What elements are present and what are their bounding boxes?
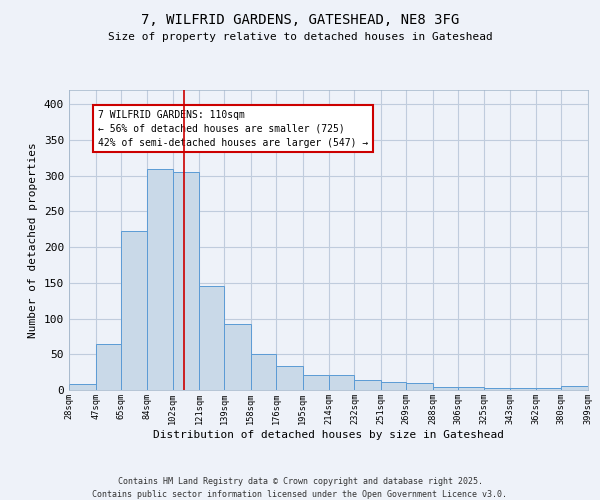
Bar — [562, 386, 588, 390]
Bar — [406, 383, 433, 390]
Bar — [95, 344, 121, 390]
Bar — [148, 168, 173, 390]
Bar — [433, 387, 458, 390]
Text: 7, WILFRID GARDENS, GATESHEAD, NE8 3FG: 7, WILFRID GARDENS, GATESHEAD, NE8 3FG — [141, 12, 459, 26]
Text: 7 WILFRID GARDENS: 110sqm
← 56% of detached houses are smaller (725)
42% of semi: 7 WILFRID GARDENS: 110sqm ← 56% of detac… — [98, 110, 368, 148]
X-axis label: Distribution of detached houses by size in Gateshead: Distribution of detached houses by size … — [153, 430, 504, 440]
Bar — [355, 380, 381, 390]
Bar — [484, 388, 509, 390]
Bar — [69, 384, 95, 390]
Bar — [302, 375, 329, 390]
Bar — [173, 172, 199, 390]
Bar — [458, 387, 484, 390]
Bar — [224, 324, 251, 390]
Bar — [121, 232, 148, 390]
Y-axis label: Number of detached properties: Number of detached properties — [28, 142, 38, 338]
Text: Contains HM Land Registry data © Crown copyright and database right 2025.
Contai: Contains HM Land Registry data © Crown c… — [92, 478, 508, 499]
Bar — [276, 366, 302, 390]
Bar — [536, 388, 562, 390]
Bar — [509, 388, 536, 390]
Bar — [199, 286, 224, 390]
Bar — [251, 354, 276, 390]
Text: Size of property relative to detached houses in Gateshead: Size of property relative to detached ho… — [107, 32, 493, 42]
Bar — [381, 382, 406, 390]
Bar — [329, 375, 355, 390]
